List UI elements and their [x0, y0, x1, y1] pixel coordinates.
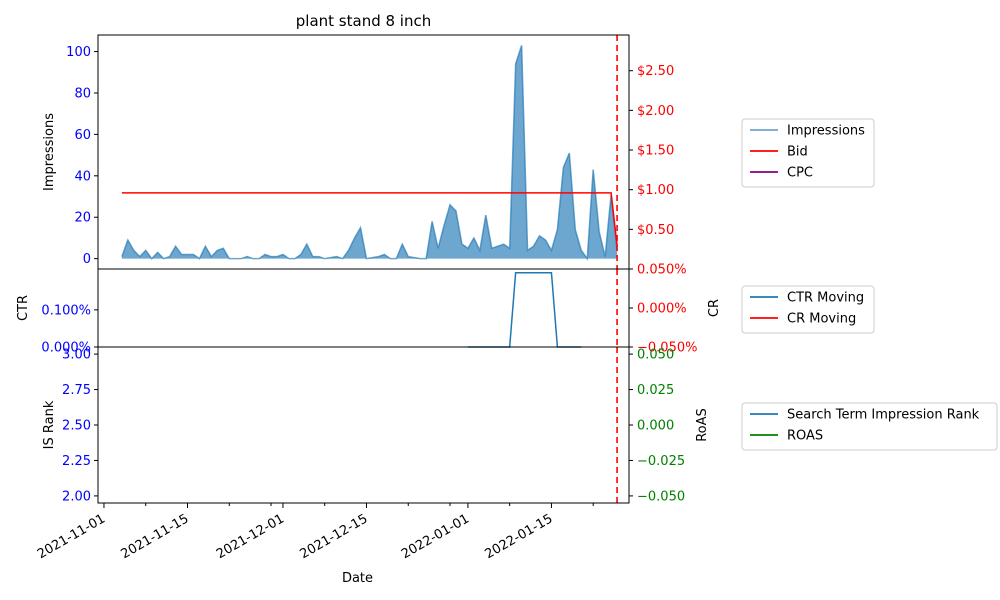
panel-3-y2tick-label: 0.000 [637, 419, 674, 434]
legend-box [741, 118, 875, 188]
panel-2-frame [97, 268, 630, 348]
series-bid-line [121, 192, 618, 246]
panel-3-frame [97, 346, 630, 504]
panel-3-y2tick-label: 0.025 [637, 383, 674, 398]
x-tick-label: 2022-01-15 [482, 511, 555, 562]
panel-2-y2tick-label: 0.050% [637, 263, 687, 278]
panel-1-y2tick-label: $1.00 [637, 183, 674, 198]
legend-label: Impressions [787, 124, 865, 139]
legend-label: Search Term Impression Rank [787, 408, 980, 423]
impressions-area [121, 45, 618, 259]
panel-2-y2label: CR [707, 299, 722, 317]
panel-3-ytick-label: 3.00 [62, 348, 91, 363]
panel-1-frame [97, 34, 630, 270]
panel-1-ytick-label: 40 [74, 169, 91, 184]
fills-layer [121, 45, 618, 259]
axes-layer [94, 34, 633, 508]
text-layer: 0 20 40 60 80 100 $0.50 $1.00 $1.50 $2.00 $2.50 Imp… [16, 12, 722, 586]
x-tick-label: 2021-11-15 [119, 511, 192, 562]
panel-1-y2tick-label: $2.00 [637, 104, 674, 119]
panel-1-ylabel: Impressions [42, 113, 57, 191]
panel-3-ytick-label: 2.25 [62, 454, 91, 469]
legend-label: CPC [787, 166, 813, 181]
panel-2-y2tick-label: 0.000% [637, 302, 687, 317]
panel-2-ytick-label: 0.100% [41, 303, 91, 318]
panel-3-ytick-label: 2.50 [62, 419, 91, 434]
legend-label: CTR Moving [787, 291, 864, 306]
x-tick-label: 2021-12-15 [298, 511, 371, 562]
legend-label: CR Moving [787, 312, 856, 327]
panel-3-y2tick-label: −0.050 [637, 489, 685, 504]
panel-3-y2label: RoAS [695, 408, 710, 442]
x-axis-label: Date [342, 571, 373, 586]
panel-2-y2tick-label: −0.050% [637, 341, 697, 356]
x-tick-label: 2022-01-01 [399, 511, 472, 562]
panel-1-ytick-label: 80 [74, 86, 91, 101]
legend-label: ROAS [787, 429, 823, 444]
panel-1-ytick-label: 0 [83, 252, 91, 267]
panel-1-ytick-label: 100 [66, 45, 91, 60]
x-tick-label: 2021-12-01 [214, 511, 287, 562]
chart-title: plant stand 8 inch [296, 12, 431, 30]
legend-label: Bid [787, 145, 808, 160]
panel-1-ytick-label: 60 [74, 128, 91, 143]
panel-3-y2tick-label: −0.025 [637, 454, 685, 469]
panel-1-y2tick-label: $0.50 [637, 223, 674, 238]
series-ctr-moving-line [467, 271, 582, 348]
panel-3-y2tick-label: 0.050 [637, 348, 674, 363]
panel-3-ylabel: IS Rank [42, 400, 57, 449]
panel-2-ytick-label: 0.000% [41, 341, 91, 356]
legend-layer: Impressions Bid CPC CTR Moving CR Moving Sear… [741, 118, 998, 451]
x-tick-label: 2021-11-01 [35, 511, 108, 562]
panel-1-y2tick-label: $2.50 [637, 64, 674, 79]
panel-3-ytick-label: 2.75 [62, 383, 91, 398]
panel-1-ytick-label: 20 [74, 211, 91, 226]
panel-2-ylabel: CTR [16, 295, 31, 321]
panel-3-ytick-label: 2.00 [62, 489, 91, 504]
panel-1-y2tick-label: $1.50 [637, 144, 674, 159]
legend-box [741, 402, 998, 451]
impressions-line [121, 45, 618, 261]
